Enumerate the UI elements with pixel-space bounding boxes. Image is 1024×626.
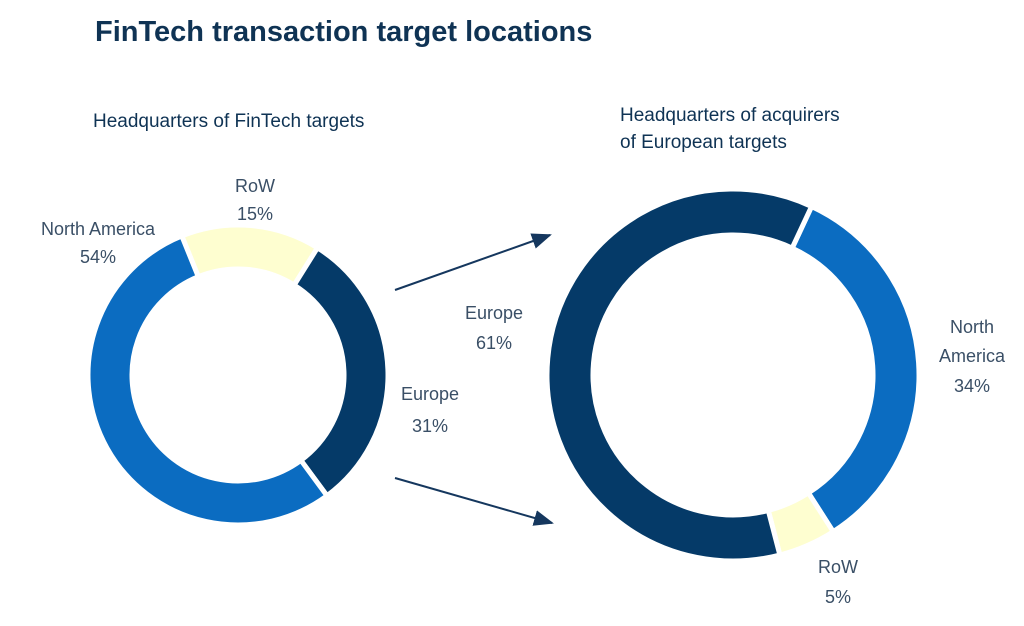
value-left-north-america: 54% bbox=[80, 247, 116, 267]
slice-right-europe bbox=[544, 186, 815, 564]
label-right-europe: Europe bbox=[465, 303, 523, 323]
label-left-north-america: North America bbox=[41, 219, 156, 239]
label-right-row: RoW bbox=[818, 557, 858, 577]
slice-left-europe bbox=[290, 244, 391, 500]
right-chart-title-line-1: Headquarters of acquirers bbox=[620, 105, 840, 126]
slice-left-north-america bbox=[85, 232, 331, 528]
slice-right-north-america bbox=[788, 203, 922, 536]
value-left-row: 15% bbox=[237, 204, 273, 224]
arrow-bottom bbox=[394, 477, 554, 526]
right-chart-title: Headquarters of acquirers of European ta… bbox=[620, 102, 840, 156]
label-right-north-america-2: America bbox=[939, 346, 1006, 366]
arrow-top bbox=[394, 233, 552, 291]
value-right-north-america: 34% bbox=[954, 376, 990, 396]
value-right-row: 5% bbox=[825, 587, 851, 607]
left-chart-title: Headquarters of FinTech targets bbox=[93, 111, 365, 132]
value-left-europe: 31% bbox=[412, 416, 448, 436]
page-title: FinTech transaction target locations bbox=[95, 16, 593, 48]
label-left-row: RoW bbox=[235, 176, 275, 196]
label-left-europe: Europe bbox=[401, 384, 459, 404]
value-right-europe: 61% bbox=[476, 333, 512, 353]
right-chart-title-line-2: of European targets bbox=[620, 132, 787, 153]
label-right-north-america-1: North bbox=[950, 317, 994, 337]
